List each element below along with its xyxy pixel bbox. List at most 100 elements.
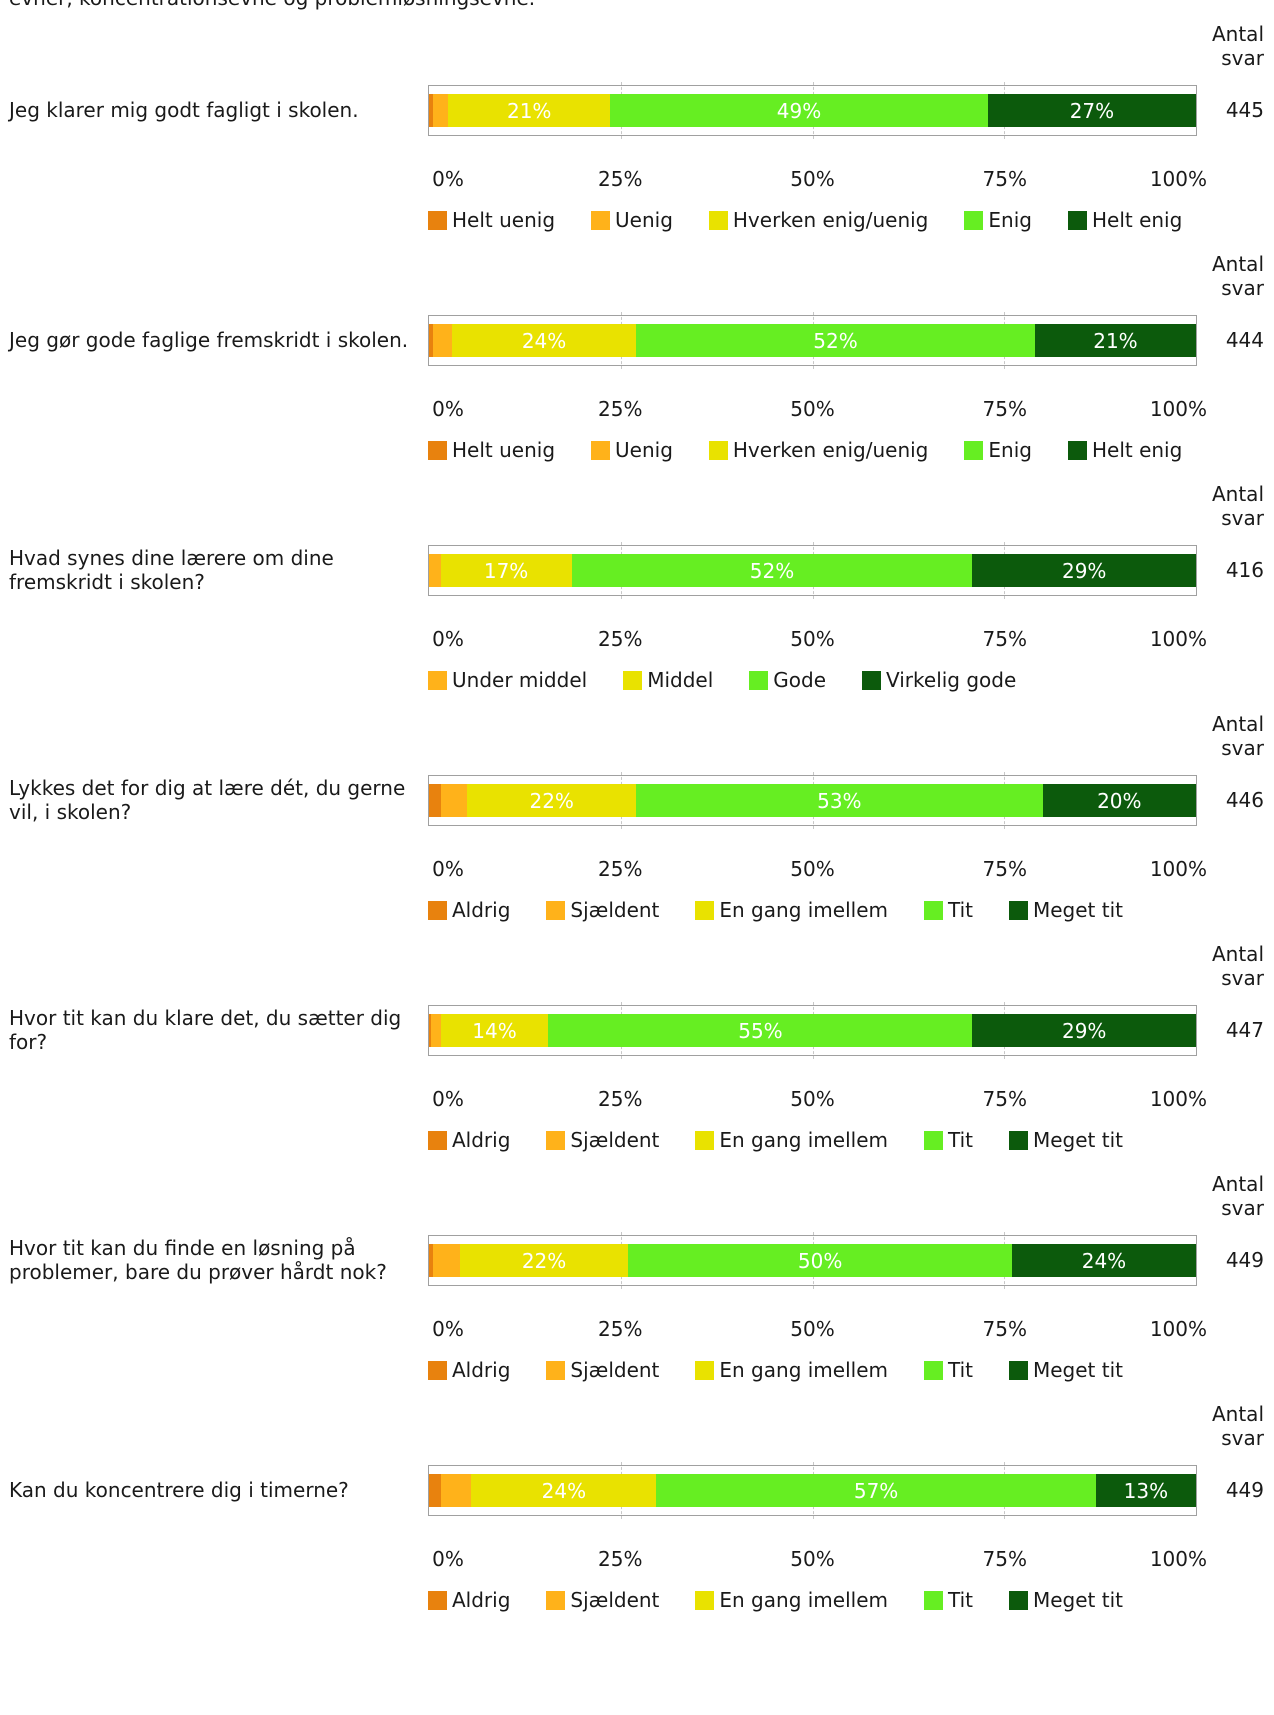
axis-tick-label: 100%	[1149, 857, 1207, 881]
legend-swatch	[1008, 1130, 1028, 1150]
axis-tick-label: 0%	[432, 627, 464, 651]
legend-swatch	[1067, 440, 1087, 460]
legend: Helt uenig Uenig Hverken enig/uenig Enig Hel…	[428, 437, 1218, 463]
legend-item: Aldrig	[428, 1128, 510, 1152]
axis-tick-label: 75%	[982, 1087, 1027, 1111]
antal-svar-label: Antal svar	[1180, 942, 1264, 990]
bar-segment	[429, 94, 433, 127]
bar-segment	[429, 1474, 441, 1507]
legend-swatch	[428, 1360, 447, 1380]
plot-area: 24% 52% 21%	[428, 312, 1197, 369]
legend-swatch	[695, 900, 715, 920]
legend-label: Aldrig	[452, 1588, 511, 1612]
bar-segment: 29%	[972, 1014, 1196, 1047]
legend-label: Sjældent	[570, 1358, 660, 1382]
legend-label: Meget tit	[1032, 1128, 1123, 1152]
plot-area: 22% 53% 20%	[428, 772, 1197, 829]
legend-item: Enig	[964, 208, 1032, 232]
legend-item: Meget tit	[1008, 1358, 1123, 1382]
axis-tick-label: 25%	[598, 1317, 643, 1341]
data-label: 21%	[506, 98, 552, 123]
axis-tick-label: 0%	[432, 1087, 464, 1111]
legend-item: Aldrig	[428, 1588, 510, 1612]
bar-segment	[430, 1014, 441, 1047]
axis-tick-label: 50%	[790, 857, 835, 881]
legend-swatch	[1008, 900, 1028, 920]
legend-item: Uenig	[591, 208, 673, 232]
bar-segment: 22%	[459, 1244, 629, 1277]
chart-block: Antal svar 447 14% 55% 29% Hvor tit kan du kla…	[0, 942, 1274, 1192]
legend-label: Sjældent	[570, 1588, 660, 1612]
data-label: 24%	[1081, 1248, 1127, 1273]
legend-label: Aldrig	[452, 1128, 511, 1152]
legend-label: Aldrig	[452, 1358, 511, 1382]
chart-block: Antal svar 416 17% 52% 29% Hvad synes dine lær…	[0, 482, 1274, 732]
response-count: 444	[1225, 328, 1264, 352]
stacked-bar: 24% 52% 21%	[429, 324, 1196, 357]
bar-segment	[429, 1014, 431, 1047]
axis-tick-label: 0%	[432, 167, 464, 191]
legend-item: Meget tit	[1008, 898, 1123, 922]
axis-tick-label: 50%	[790, 1317, 835, 1341]
antal-svar-line: svar	[1221, 966, 1264, 990]
legend-label: Tit	[947, 898, 973, 922]
legend-item: Under middel	[428, 668, 587, 692]
legend: Under middel Middel Gode Virkelig gode	[428, 667, 1052, 693]
legend-label: Tit	[947, 1358, 973, 1382]
axis-tick-label: 100%	[1149, 167, 1207, 191]
axis-tick-label: 25%	[598, 1547, 643, 1571]
stacked-bar: 21% 49% 27%	[429, 94, 1196, 127]
antal-svar-label: Antal svar	[1180, 252, 1264, 300]
data-label: 24%	[541, 1478, 587, 1503]
question-text: Jeg klarer mig godt fagligt i skolen.	[9, 98, 359, 122]
question-text: Hvor tit kan du finde en løsning på prob…	[9, 1236, 387, 1284]
data-label: 22%	[529, 788, 574, 813]
legend-item: Aldrig	[428, 1358, 510, 1382]
response-count: 445	[1225, 98, 1264, 122]
response-count: 447	[1225, 1018, 1264, 1042]
axis-tick-label: 25%	[598, 397, 643, 421]
antal-svar-line: Antal	[1211, 1402, 1264, 1426]
legend-item: En gang imellem	[695, 1128, 888, 1152]
bar-segment: 14%	[440, 1014, 549, 1047]
bar-segment: 20%	[1042, 784, 1196, 817]
legend-swatch	[923, 900, 943, 920]
axis-tick-label: 25%	[598, 167, 643, 191]
legend-label: Aldrig	[452, 898, 511, 922]
axis-tick-label: 50%	[790, 167, 835, 191]
antal-svar-line: svar	[1221, 276, 1264, 300]
legend-label: Uenig	[615, 208, 673, 232]
data-label: 14%	[472, 1018, 517, 1043]
legend-swatch	[546, 1130, 566, 1150]
bar-segment	[432, 324, 452, 357]
legend-swatch	[923, 1130, 943, 1150]
legend-label: En gang imellem	[719, 898, 888, 922]
antal-svar-line: Antal	[1211, 1172, 1264, 1196]
data-label: 17%	[483, 558, 529, 583]
legend-item: Helt enig	[1067, 208, 1183, 232]
legend-label: Sjældent	[570, 1128, 660, 1152]
legend-label: Helt enig	[1091, 208, 1183, 232]
antal-svar-line: svar	[1221, 1426, 1264, 1450]
legend-label: En gang imellem	[719, 1588, 888, 1612]
bar-segment: 53%	[636, 784, 1043, 817]
legend-item: Virkelig gode	[862, 668, 1016, 692]
bar-segment: 52%	[571, 554, 973, 587]
legend-label: Tit	[947, 1128, 973, 1152]
legend-label: Gode	[773, 668, 826, 692]
legend-swatch	[623, 670, 643, 690]
stacked-bar: 22% 50% 24%	[429, 1244, 1196, 1277]
question-text: Hvad synes dine lærere om dine fremskrid…	[9, 546, 334, 594]
data-label: 53%	[817, 788, 862, 813]
antal-svar-line: svar	[1221, 506, 1264, 530]
antal-svar-label: Antal svar	[1180, 1172, 1264, 1220]
legend-label: Meget tit	[1032, 898, 1123, 922]
intro-text: evner, koncentrationsevne og problemløsn…	[9, 0, 535, 10]
legend-label: Middel	[647, 668, 714, 692]
bar-segment	[432, 94, 449, 127]
legend-item: En gang imellem	[695, 1358, 888, 1382]
legend-swatch	[428, 440, 447, 460]
legend-item: Tit	[923, 1358, 973, 1382]
legend-label: Helt uenig	[452, 208, 556, 232]
bar-segment: 24%	[452, 324, 637, 357]
